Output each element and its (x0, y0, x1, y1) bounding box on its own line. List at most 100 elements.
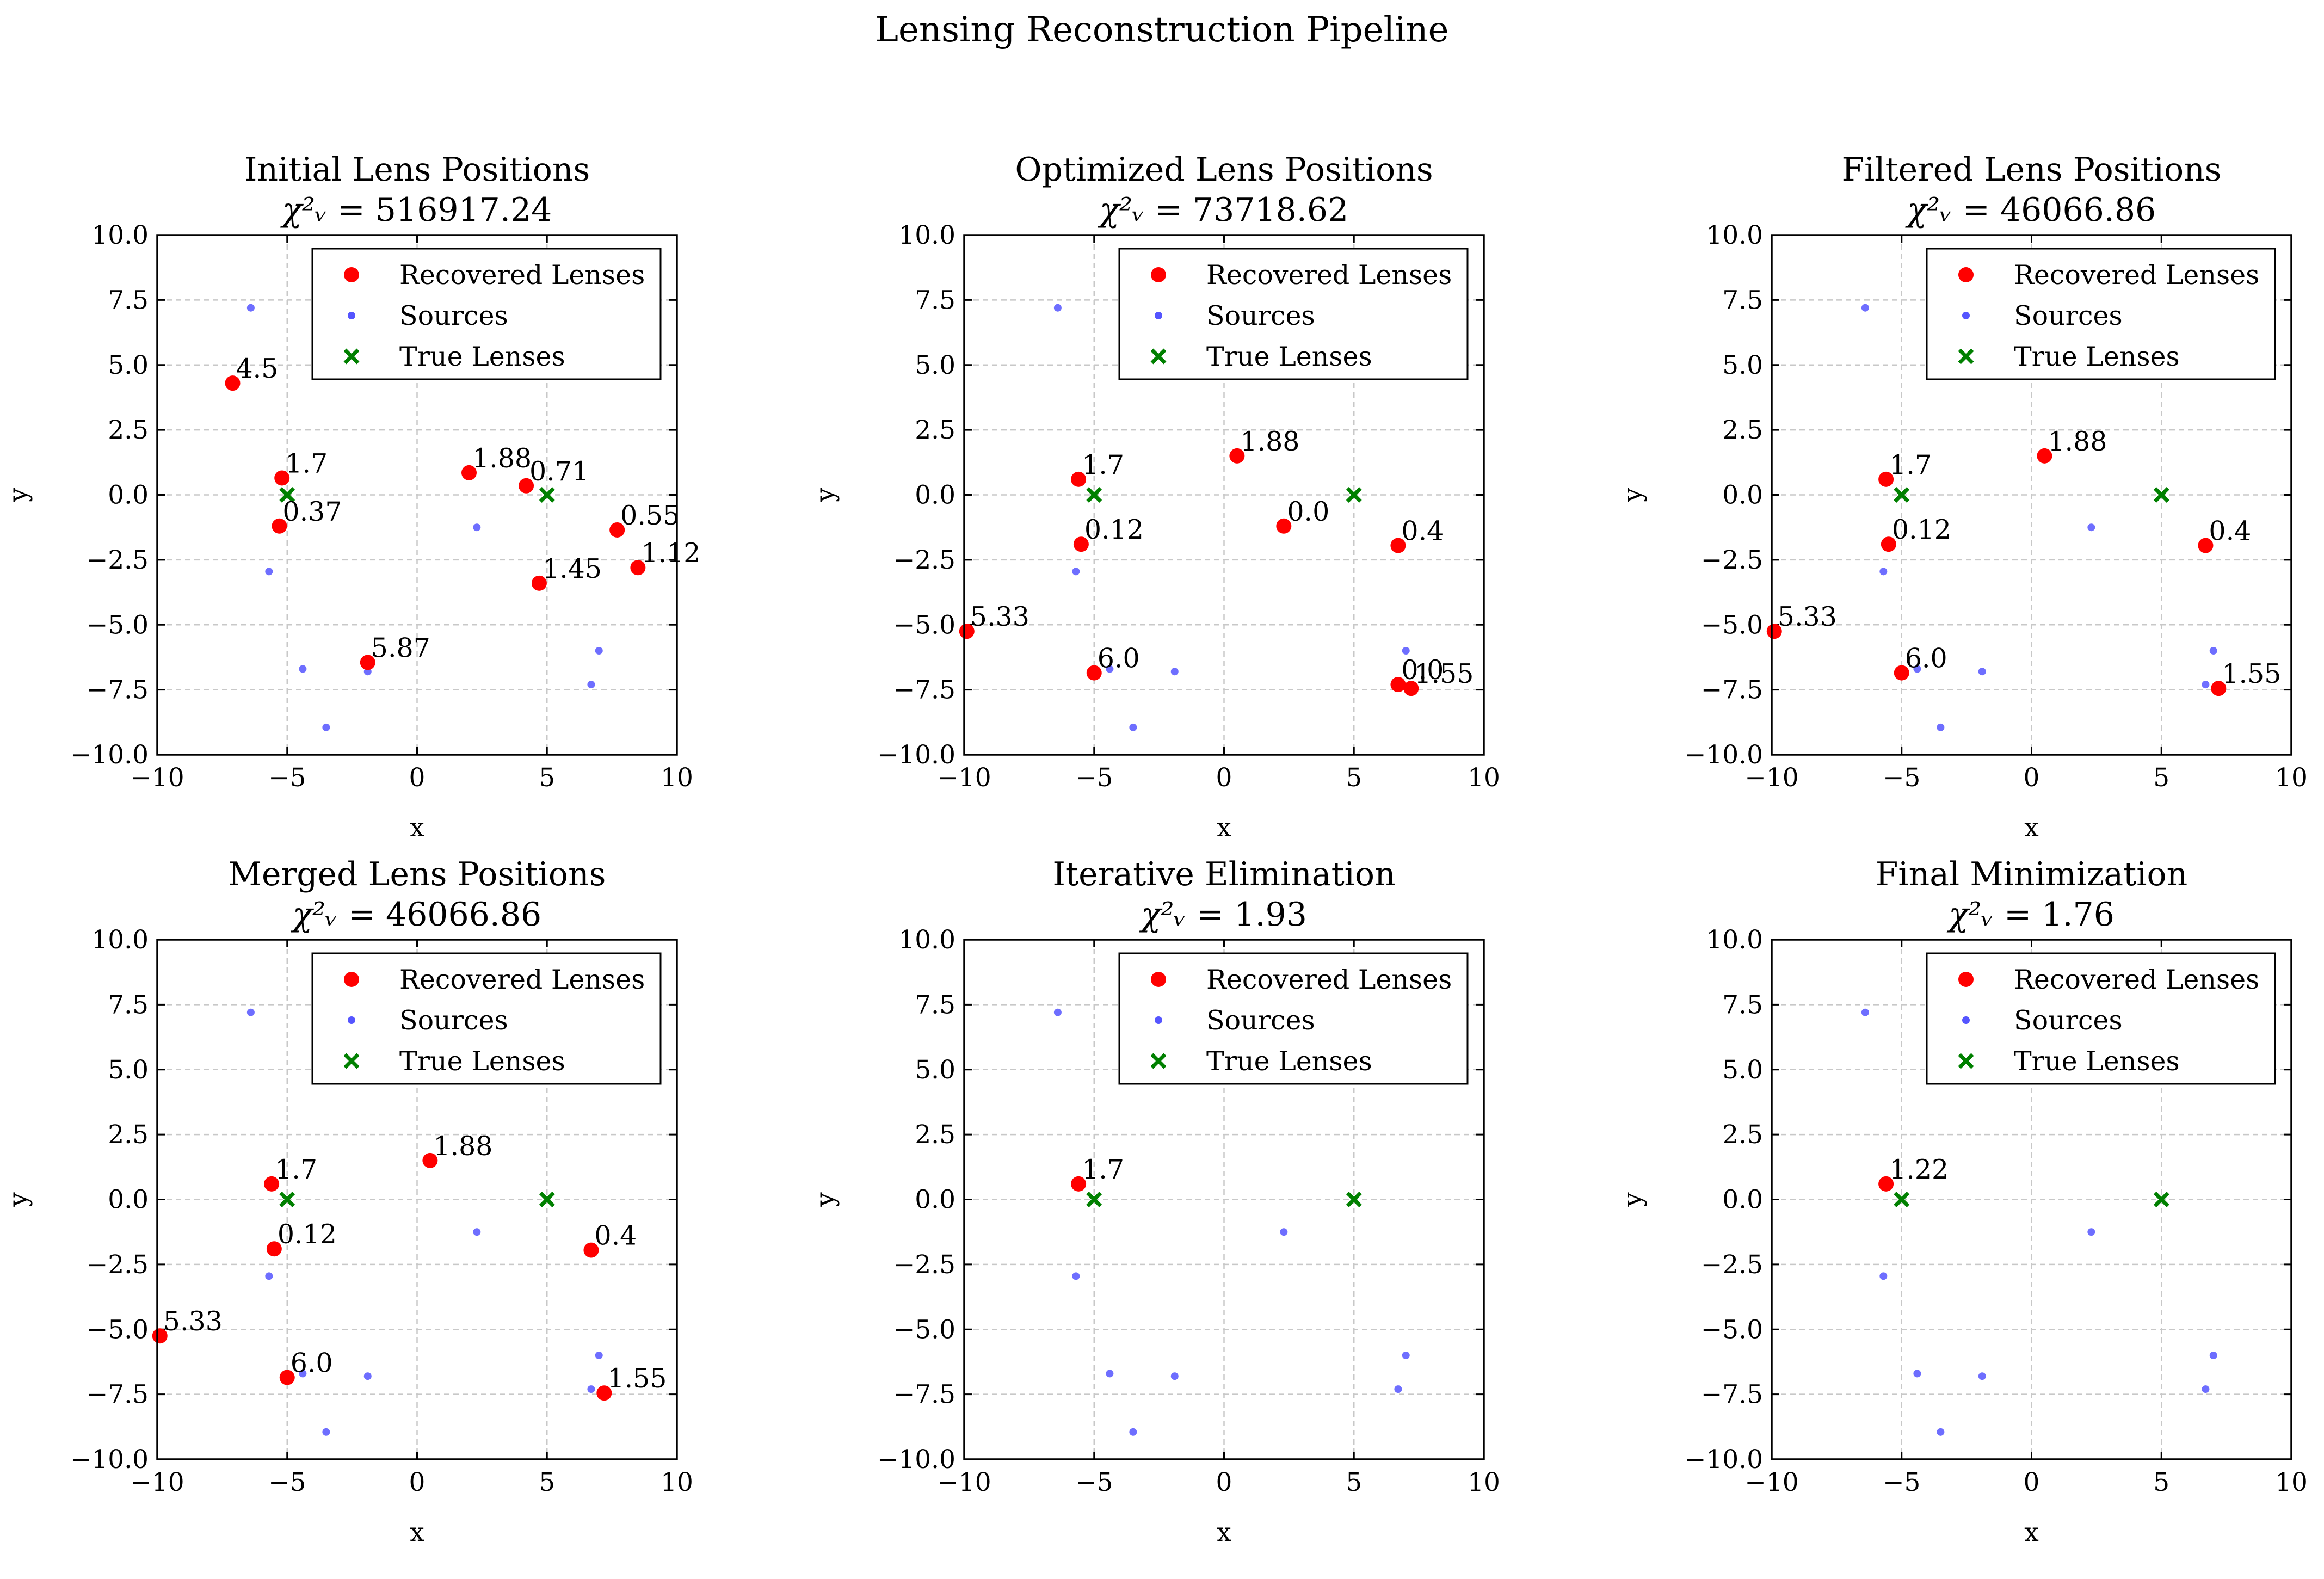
source-point (2087, 523, 2095, 532)
series-recovered-lenses (225, 375, 646, 670)
lens-value-label: 1.88 (433, 1131, 492, 1162)
y-tick-label: 0.0 (915, 480, 956, 510)
axes-frame (963, 234, 1485, 756)
axis-ticks: −10 −5 0 5 10 10.0 7.5 5.0 2.5 0.0 −2.5 −5.0 −7.5 −10… (70, 224, 693, 793)
recovered-lens-point (1894, 665, 1909, 681)
lens-value-label: 1.88 (472, 443, 532, 474)
source-point (363, 1372, 372, 1380)
source-point (322, 1428, 330, 1436)
recovered-lens-point (531, 575, 547, 591)
legend-sources-marker (1155, 312, 1162, 319)
y-tick-label: 7.5 (108, 285, 149, 315)
lens-value-label: 0.4 (2209, 516, 2251, 547)
legend-box (1926, 248, 2276, 380)
recovered-lens-point (609, 522, 625, 538)
lens-value-label: 4.5 (236, 353, 278, 384)
y-tick-label: 10.0 (898, 929, 956, 955)
legend-true-marker (1150, 1053, 1167, 1069)
y-tick-label: −10.0 (877, 740, 956, 770)
lens-value-label: 5.87 (371, 632, 430, 663)
chi2-symbol: χ²ᵥ (292, 896, 338, 934)
y-tick-label: 0.0 (915, 1185, 956, 1215)
legend-recovered-marker (344, 972, 359, 987)
source-point (246, 304, 255, 312)
legend-true-label: True Lenses (399, 1046, 565, 1077)
recovered-lens-point (630, 560, 646, 576)
source-point (473, 1228, 481, 1236)
x-tick-label: 5 (1346, 763, 1362, 793)
panel-title: Optimized Lens Positions (1015, 151, 1433, 189)
chi2-symbol: χ²ᵥ (1907, 191, 1952, 229)
legend-true-marker (1150, 348, 1167, 365)
true-lens-marker (539, 487, 555, 503)
y-tick-label: 7.5 (915, 285, 956, 315)
source-point (1280, 1228, 1288, 1236)
legend-recovered-marker (1958, 267, 1974, 282)
x-tick-label: 10 (661, 1467, 693, 1497)
x-tick-label: 10 (2275, 763, 2308, 793)
lens-annotations: 1.7 0.12 1.88 0.4 5.33 6.0 1.55 (1778, 426, 2282, 689)
x-tick-label: −5 (1883, 763, 1920, 793)
x-axis-label: x (1217, 813, 1231, 843)
recovered-lens-point (2198, 538, 2214, 553)
y-tick-label: 5.0 (108, 1055, 149, 1085)
x-axis-label: x (410, 813, 424, 843)
x-tick-label: −10 (937, 1467, 991, 1497)
source-point (1106, 1370, 1114, 1378)
y-tick-label: −5.0 (893, 610, 956, 640)
series-recovered-lenses (1071, 1176, 1087, 1192)
true-lens-marker (2153, 487, 2169, 503)
y-axis-label: y (810, 488, 840, 503)
recovered-lens-point (583, 1242, 599, 1258)
y-tick-label: 7.5 (1722, 285, 1763, 315)
y-tick-label: −2.5 (1701, 545, 1763, 575)
source-point (322, 723, 330, 731)
lens-value-label: 5.33 (970, 601, 1030, 632)
x-axis-label: x (1217, 1518, 1231, 1547)
x-axis-label: x (2024, 1518, 2039, 1547)
recovered-lens-point (1390, 677, 1406, 693)
source-point (1402, 1352, 1410, 1359)
lens-value-label: 0.55 (620, 500, 680, 531)
legend-sources-label: Sources (399, 300, 508, 331)
source-point (2202, 681, 2210, 689)
legend-true-label: True Lenses (2014, 1046, 2180, 1077)
lens-value-label: 1.7 (275, 1154, 317, 1185)
x-tick-label: 10 (1468, 763, 1500, 793)
source-point (299, 665, 307, 673)
y-tick-label: −10.0 (877, 1445, 956, 1475)
x-tick-label: −5 (268, 1467, 306, 1497)
lens-annotations: 1.7 (1082, 1154, 1124, 1185)
series-recovered-lenses (1766, 448, 2227, 696)
series-sources (1053, 1008, 1410, 1436)
legend: Recovered Lenses Sources True Lenses (1926, 952, 2276, 1085)
recovered-lens-point (1086, 665, 1102, 681)
y-tick-label: 10.0 (1706, 929, 1763, 955)
recovered-lens-point (1390, 538, 1406, 553)
chi2-symbol: χ²ᵥ (282, 191, 328, 229)
source-point (1394, 1385, 1402, 1393)
source-point (1913, 665, 1921, 673)
legend-sources-marker (1155, 1016, 1162, 1024)
source-point (1937, 1428, 1945, 1436)
legend: Recovered Lenses Sources True Lenses (1926, 248, 2276, 380)
y-tick-label: −7.5 (1701, 1380, 1763, 1410)
axes-frame (1771, 939, 2292, 1460)
x-tick-label: 0 (409, 1467, 426, 1497)
legend: Recovered Lenses Sources True Lenses (1118, 952, 1469, 1085)
source-point (2209, 1352, 2217, 1359)
legend: Recovered Lenses Sources True Lenses (311, 952, 662, 1085)
lens-value-label: 5.33 (1778, 601, 1837, 632)
legend-true-label: True Lenses (1206, 341, 1372, 372)
axes-frame (156, 939, 678, 1460)
legend-recovered-label: Recovered Lenses (2014, 260, 2259, 291)
lens-annotations: 4.5 1.7 0.37 1.880.71 0.55 1.12 1.45 5.87 (236, 353, 700, 663)
x-tick-label: 0 (409, 763, 426, 793)
source-point (265, 568, 273, 576)
legend-box (1118, 952, 1469, 1085)
source-point (1053, 1008, 1062, 1016)
panel-title: Filtered Lens Positions (1841, 151, 2222, 189)
source-point (1402, 647, 1410, 655)
lens-value-label: 1.7 (1082, 449, 1124, 480)
y-tick-label: −7.5 (893, 1380, 956, 1410)
